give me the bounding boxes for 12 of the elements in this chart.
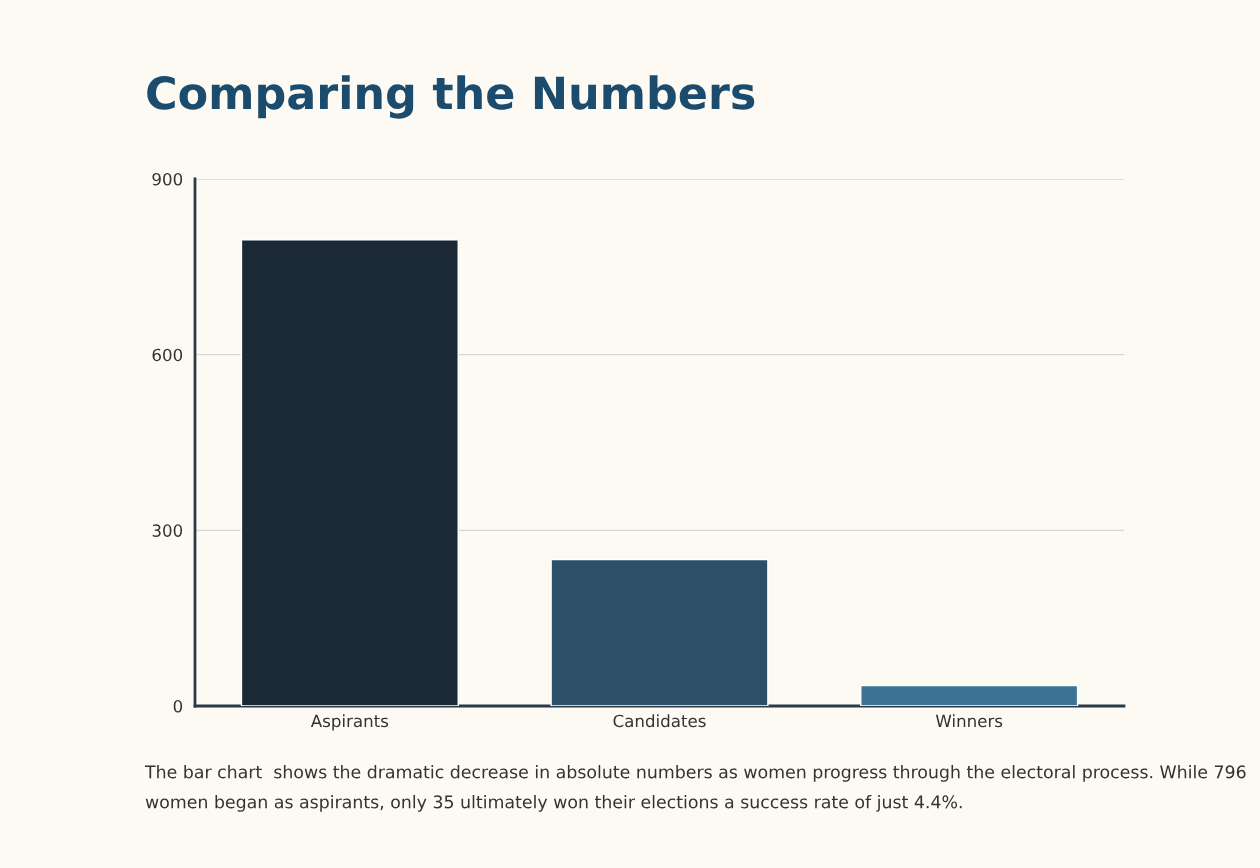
y-tick-label: 600	[152, 348, 183, 362]
y-tick-label: 0	[173, 699, 183, 713]
bar	[550, 558, 769, 706]
chart-title: Comparing the Numbers	[147, 75, 755, 119]
x-tick-label: Winners	[935, 714, 1003, 728]
y-tick-label: 900	[152, 172, 183, 186]
bar	[860, 684, 1079, 706]
text: The bar chart shows the dramatic decrease in absolute numbers as women progress through the electoral process. While 796 women began as aspirants, only 35 ultimately won their elections a success rate of just 4.4%.	[144, 765, 1246, 812]
y-tick-label: 300	[152, 524, 183, 537]
x-tick-label: Aspirants	[310, 714, 389, 731]
x-tick-label: Candidates	[613, 714, 706, 728]
bar	[240, 239, 459, 706]
